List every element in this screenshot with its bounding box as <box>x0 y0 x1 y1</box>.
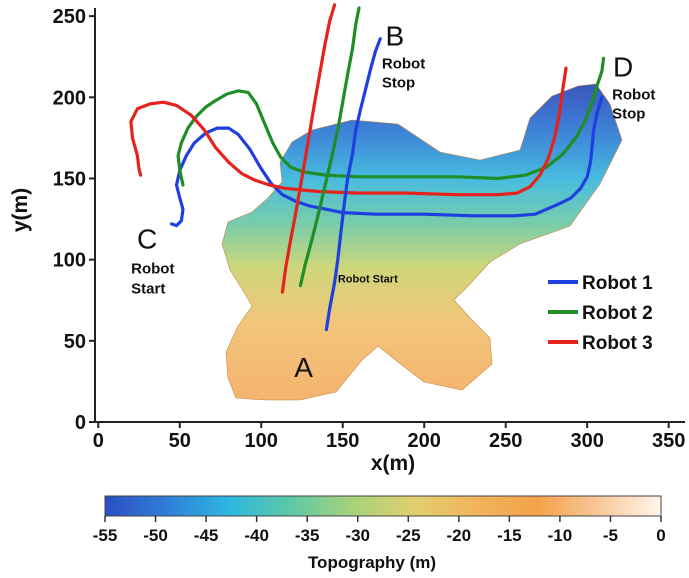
robot-start-note: Robot Start <box>338 273 398 285</box>
legend-item-robot-1: Robot 1 <box>548 273 653 294</box>
point-c-note-line-1: Robot <box>131 261 174 278</box>
annotation-a: A <box>294 352 313 383</box>
annotation-b: B Robot Stop <box>382 21 425 92</box>
topography-map <box>221 83 623 401</box>
x-tick-label-250: 250 <box>489 430 522 452</box>
y-tick-label-150: 150 <box>53 168 86 190</box>
colorbar-title: Topography (m) <box>308 553 436 572</box>
point-c-note-line-2: Start <box>131 281 165 298</box>
y-tick-label-0: 0 <box>75 412 86 434</box>
x-tick-label-200: 200 <box>408 430 441 452</box>
robot-tracks <box>129 3 606 332</box>
colorbar-tick-label--25: -25 <box>396 526 421 545</box>
y-axis-label: y(m) <box>9 188 32 232</box>
point-a-letter: A <box>294 352 313 383</box>
legend-label-robot-3: Robot 3 <box>582 333 653 354</box>
colorbar-tick-label--15: -15 <box>497 526 522 545</box>
y-axis: 0 50 100 150 200 250 y(m) <box>9 6 96 434</box>
x-tick-label-50: 50 <box>169 430 191 452</box>
track-robot-3-loop <box>129 66 568 197</box>
colorbar-tick-label--5: -5 <box>603 526 618 545</box>
colorbar-tick-label--35: -35 <box>295 526 320 545</box>
colorbar-tick-label--10: -10 <box>548 526 573 545</box>
x-axis: 0 50 100 150 200 250 300 350 x(m) <box>93 421 685 475</box>
y-tick-label-50: 50 <box>64 331 86 353</box>
x-tick-label-100: 100 <box>245 430 278 452</box>
point-d-note-line-2: Stop <box>612 105 645 122</box>
topography-surface <box>221 83 623 401</box>
y-tick-label-100: 100 <box>53 250 86 272</box>
colorbar-tick-label--20: -20 <box>447 526 472 545</box>
y-tick-label-200: 200 <box>53 87 86 109</box>
colorbar-tick-label-0: 0 <box>656 526 665 545</box>
x-tick-label-300: 300 <box>571 430 604 452</box>
colorbar: -55 -50 -45 -40 -35 -30 -25 -20 -15 -10 -5 0 Topogr… <box>93 495 666 572</box>
colorbar-tick-label--45: -45 <box>194 526 219 545</box>
track-robot-2-cross <box>298 6 361 288</box>
annotation-c: C Robot Start <box>131 224 174 298</box>
x-ticks: 0 50 100 150 200 250 300 350 <box>93 422 685 452</box>
legend-item-robot-3: Robot 3 <box>548 333 653 354</box>
x-tick-label-150: 150 <box>326 430 359 452</box>
legend: Robot 1 Robot 2 Robot 3 <box>548 273 653 354</box>
track-robot-1-cross <box>324 37 382 332</box>
legend-label-robot-1: Robot 1 <box>582 273 653 294</box>
point-c-letter: C <box>137 224 157 255</box>
y-tick-label-250: 250 <box>53 6 86 28</box>
track-robot-3-cross <box>280 3 337 294</box>
y-ticks: 0 50 100 150 200 250 <box>53 6 95 434</box>
point-b-letter: B <box>386 21 405 52</box>
x-tick-label-0: 0 <box>93 430 104 452</box>
colorbar-tick-label--50: -50 <box>143 526 168 545</box>
legend-item-robot-2: Robot 2 <box>548 303 653 324</box>
point-d-note-line-1: Robot <box>612 86 655 103</box>
legend-label-robot-2: Robot 2 <box>582 303 653 324</box>
colorbar-tick-label--30: -30 <box>345 526 370 545</box>
track-robot-2-loop <box>176 56 606 187</box>
colorbar-tick-label--40: -40 <box>244 526 269 545</box>
x-axis-label: x(m) <box>371 452 415 475</box>
annotation-d: D Robot Stop <box>612 51 655 122</box>
point-b-note-line-1: Robot <box>382 56 425 73</box>
colorbar-ticks: -55 -50 -45 -40 -35 -30 -25 -20 -15 -10 -5 0 <box>93 516 666 545</box>
point-b-note-line-2: Stop <box>382 75 415 92</box>
point-d-letter: D <box>613 51 633 82</box>
colorbar-tick-label--55: -55 <box>93 526 118 545</box>
x-tick-label-350: 350 <box>652 430 685 452</box>
colorbar-bar <box>104 495 662 517</box>
